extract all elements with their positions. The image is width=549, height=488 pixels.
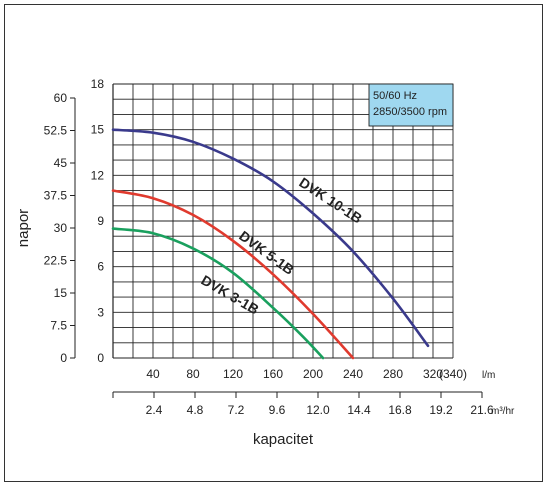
x-lm-tick-label: 80 (186, 367, 200, 381)
y-inner-tick-label: 0 (97, 351, 104, 365)
x-lm-tick-label: 200 (303, 367, 323, 381)
info-box-text: 50/60 Hz (373, 90, 417, 102)
x-m3-tick-label: 21.6 (470, 403, 494, 417)
y-outer-tick-label: 45 (54, 156, 68, 170)
x-m3-unit: m³/hr (491, 406, 515, 417)
y-outer-tick-label: 52.5 (44, 124, 68, 138)
y-outer-tick-label: 37.5 (44, 189, 68, 203)
x-m3-tick-label: 19.2 (429, 403, 453, 417)
x-lm-tick-label: 160 (263, 367, 283, 381)
x-m3-tick-label: 12.0 (306, 403, 330, 417)
series-line (111, 227, 325, 360)
x-m3-tick-label: 14.4 (347, 403, 371, 417)
x-m3-tick-label: 4.8 (187, 403, 204, 417)
y-axis-label: napor (15, 209, 32, 247)
x-lm-tick-label: 240 (343, 367, 363, 381)
y-inner-tick-label: 9 (97, 214, 104, 228)
y-inner-tick-label: 15 (91, 123, 105, 137)
x-axis-label: kapacitet (253, 431, 314, 448)
x-lm-unit: l/m (482, 370, 495, 381)
x-lm-tick-label: 120 (223, 367, 243, 381)
y-outer-tick-label: 15 (54, 286, 68, 300)
series-line (111, 189, 355, 360)
x-lm-tick-label: 40 (146, 367, 160, 381)
x-lm-tick-label: (340) (439, 367, 467, 381)
y-outer-tick-label: 30 (54, 221, 68, 235)
series-label: DVK 10-1B (296, 174, 365, 226)
info-box-text: 2850/3500 rpm (373, 106, 447, 118)
x-m3-tick-label: 9.6 (269, 403, 286, 417)
series-line (111, 128, 430, 348)
y-outer-tick-label: 0 (60, 351, 67, 365)
y-inner-tick-label: 12 (91, 168, 105, 182)
series-label: DVK 3-1B (199, 272, 262, 318)
y-inner-tick-label: 18 (91, 77, 105, 91)
x-m3-tick-label: 2.4 (146, 403, 163, 417)
x-lm-tick-label: 320 (423, 367, 443, 381)
x-m3-tick-label: 7.2 (228, 403, 245, 417)
y-outer-tick-label: 7.5 (50, 319, 67, 333)
info-box (368, 83, 454, 127)
x-m3-tick-label: 16.8 (388, 403, 412, 417)
y-outer-tick-label: 22.5 (44, 254, 68, 268)
y-inner-tick-label: 3 (97, 305, 104, 319)
x-lm-tick-label: 280 (383, 367, 403, 381)
y-inner-tick-label: 6 (97, 260, 104, 274)
y-outer-tick-label: 60 (54, 91, 68, 105)
